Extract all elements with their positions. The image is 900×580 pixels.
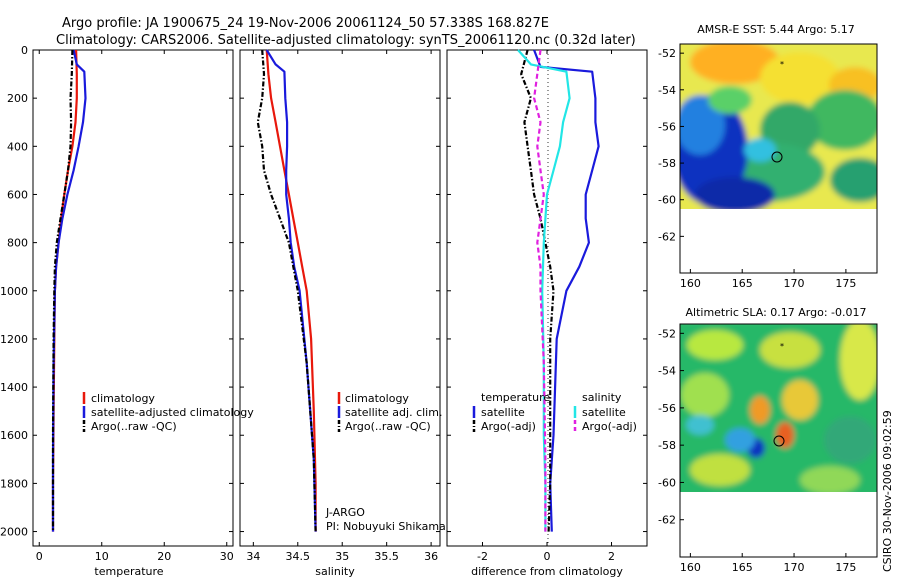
pi-annotation: PI: Nobuyuki Shikama	[326, 520, 446, 533]
x-tick-label: 35	[335, 550, 349, 563]
map-y-tick-label: -52	[658, 327, 676, 340]
temperature-legend: climatology satellite-adjusted climatolo…	[82, 392, 254, 433]
sst-map-title: AMSR-E SST: 5.44 Argo: 5.17	[697, 23, 855, 36]
difference-axes-frame	[446, 49, 648, 547]
legend-header-temperature: temperature	[481, 391, 550, 404]
y-tick-label: 400	[7, 140, 28, 153]
map-y-tick-label: -62	[658, 230, 676, 243]
legend-label: Argo(-adj)	[582, 420, 637, 433]
map-x-tick-label: 175	[835, 561, 856, 574]
series-line-blue	[533, 49, 600, 532]
sla-map-image	[680, 324, 877, 492]
salinity-axes-frame	[239, 49, 441, 547]
map-y-tick-label: -54	[658, 84, 676, 97]
sst-map-image	[680, 44, 877, 209]
map-y-tick-label: -56	[658, 120, 676, 133]
x-tick-label: 34.5	[286, 550, 311, 563]
project-annotation: J-ARGO	[325, 506, 365, 519]
salinity-panel: 34 34.5 35 35.5 36 salinity J-ARGO PI: Nobuy…	[239, 49, 446, 578]
series-line-blue	[51, 49, 87, 532]
y-tick-label: 200	[7, 92, 28, 105]
legend-label: satellite adj. clim.	[345, 406, 442, 419]
y-tick-label: 600	[7, 188, 28, 201]
x-tick-label: 0	[544, 550, 551, 563]
difference-legend: temperature salinity satellite Argo(-adj…	[472, 391, 637, 433]
map-x-tick-label: 165	[732, 277, 753, 290]
map-y-tick-label: -58	[658, 157, 676, 170]
map-y-tick-label: -56	[658, 402, 676, 415]
map-y-tick-label: -60	[658, 476, 676, 489]
sla-map-panel: Altimetric SLA: 0.17 Argo: -0.017	[658, 306, 878, 574]
series-line-red	[265, 49, 317, 532]
star-marker: *	[780, 342, 784, 351]
legend-label: Argo(..raw -QC)	[345, 420, 431, 433]
title-line-2: Climatology: CARS2006. Satellite-adjuste…	[56, 33, 636, 48]
y-tick-label: 0	[21, 44, 28, 57]
star-marker: *	[780, 60, 784, 69]
map-x-tick-label: 165	[732, 561, 753, 574]
legend-label: climatology	[91, 392, 155, 405]
y-tick-label: 1400	[0, 381, 28, 394]
side-stamp: CSIRO 30-Nov-2006 09:02:59	[881, 410, 894, 572]
argo-position-marker	[773, 435, 785, 447]
sla-map-frame	[679, 323, 878, 558]
map-y-tick-label: -54	[658, 365, 676, 378]
x-tick-label: 30	[220, 550, 234, 563]
y-tick-label: 1000	[0, 285, 28, 298]
x-tick-label: 20	[157, 550, 171, 563]
map-y-tick-label: -62	[658, 514, 676, 527]
temperature-xlabel: temperature	[94, 565, 163, 578]
difference-panel: -2 0 2 difference from climatology	[446, 49, 648, 578]
legend-header-salinity: salinity	[582, 391, 622, 404]
y-tick-label: 1800	[0, 477, 28, 490]
x-tick-label: 0	[36, 550, 43, 563]
legend-label: Argo(..raw -QC)	[91, 420, 177, 433]
x-tick-label: 2	[608, 550, 615, 563]
salinity-legend: climatology satellite adj. clim. Argo(..…	[337, 392, 442, 433]
x-tick-label: -2	[477, 550, 488, 563]
y-tick-label: 800	[7, 237, 28, 250]
x-tick-label: 34	[246, 550, 260, 563]
series-line-black	[256, 49, 317, 532]
x-tick-label: 10	[95, 550, 109, 563]
temperature-axes-frame	[32, 49, 234, 547]
y-tick-label: 1600	[0, 429, 28, 442]
y-tick-label: 1200	[0, 333, 28, 346]
x-tick-label: 35.5	[374, 550, 399, 563]
legend-label: Argo(-adj)	[481, 420, 536, 433]
sst-map-panel: AMSR-E SST: 5.44 Argo: 5.17 * 160 165	[658, 23, 878, 290]
difference-xlabel: difference from climatology	[471, 565, 623, 578]
map-y-tick-label: -52	[658, 47, 676, 60]
map-x-tick-label: 170	[784, 561, 805, 574]
map-x-tick-label: 160	[680, 277, 701, 290]
argo-position-marker	[771, 151, 783, 163]
legend-label: satellite-adjusted climatology	[91, 406, 254, 419]
salinity-xlabel: salinity	[315, 565, 355, 578]
map-x-tick-label: 160	[680, 561, 701, 574]
temperature-panel: 0 10 20 30 0 200 400 600 800 1000 1200 1400 1600 1800…	[0, 44, 234, 578]
x-tick-label: 36	[424, 550, 438, 563]
map-x-tick-label: 175	[835, 277, 856, 290]
sla-map-title: Altimetric SLA: 0.17 Argo: -0.017	[686, 306, 867, 319]
sst-map-frame	[679, 43, 878, 274]
legend-label: satellite	[481, 406, 525, 419]
series-line-red	[51, 49, 78, 532]
map-x-tick-label: 170	[784, 277, 805, 290]
series-line-blue	[265, 49, 317, 532]
legend-label: satellite	[582, 406, 626, 419]
series-line-cyan	[517, 49, 571, 532]
legend-label: climatology	[345, 392, 409, 405]
series-line-black	[520, 49, 555, 532]
series-line-magenta	[532, 49, 547, 532]
map-y-tick-label: -60	[658, 194, 676, 207]
title-line-1: Argo profile: JA 1900675_24 19-Nov-2006 …	[62, 16, 549, 31]
map-y-tick-label: -58	[658, 439, 676, 452]
y-tick-label: 2000	[0, 526, 28, 539]
